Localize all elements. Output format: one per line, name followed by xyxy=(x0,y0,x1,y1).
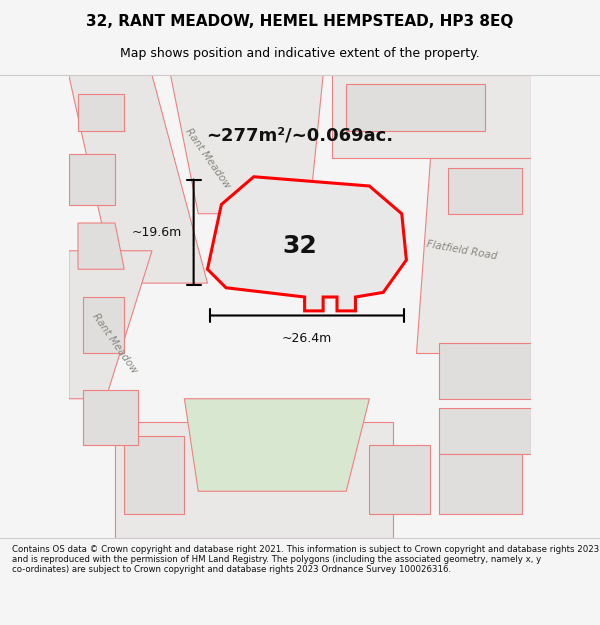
Text: Map shows position and indicative extent of the property.: Map shows position and indicative extent… xyxy=(120,48,480,61)
Polygon shape xyxy=(69,154,115,204)
Polygon shape xyxy=(124,436,184,514)
Polygon shape xyxy=(83,297,124,352)
Text: Flatfield Road: Flatfield Road xyxy=(426,239,498,262)
Polygon shape xyxy=(439,343,531,399)
Polygon shape xyxy=(170,75,323,214)
Polygon shape xyxy=(448,168,522,214)
Polygon shape xyxy=(115,422,392,538)
Text: Contains OS data © Crown copyright and database right 2021. This information is : Contains OS data © Crown copyright and d… xyxy=(12,544,599,574)
Polygon shape xyxy=(69,251,152,399)
Polygon shape xyxy=(346,84,485,131)
Text: Rant Meadow: Rant Meadow xyxy=(91,311,139,375)
Text: ~277m²/~0.069ac.: ~277m²/~0.069ac. xyxy=(206,126,394,144)
Polygon shape xyxy=(78,94,124,131)
Text: ~26.4m: ~26.4m xyxy=(282,332,332,345)
Text: ~19.6m: ~19.6m xyxy=(132,226,182,239)
Text: 32: 32 xyxy=(283,234,317,258)
Polygon shape xyxy=(439,454,522,514)
Polygon shape xyxy=(416,158,531,352)
Text: 32, RANT MEADOW, HEMEL HEMPSTEAD, HP3 8EQ: 32, RANT MEADOW, HEMEL HEMPSTEAD, HP3 8E… xyxy=(86,14,514,29)
Text: Rant Meadow: Rant Meadow xyxy=(183,126,232,190)
Polygon shape xyxy=(208,177,406,311)
Polygon shape xyxy=(69,75,208,283)
Polygon shape xyxy=(370,445,430,514)
Polygon shape xyxy=(184,399,370,491)
Polygon shape xyxy=(439,408,531,454)
Polygon shape xyxy=(332,75,531,158)
Polygon shape xyxy=(83,389,138,445)
Polygon shape xyxy=(78,223,124,269)
